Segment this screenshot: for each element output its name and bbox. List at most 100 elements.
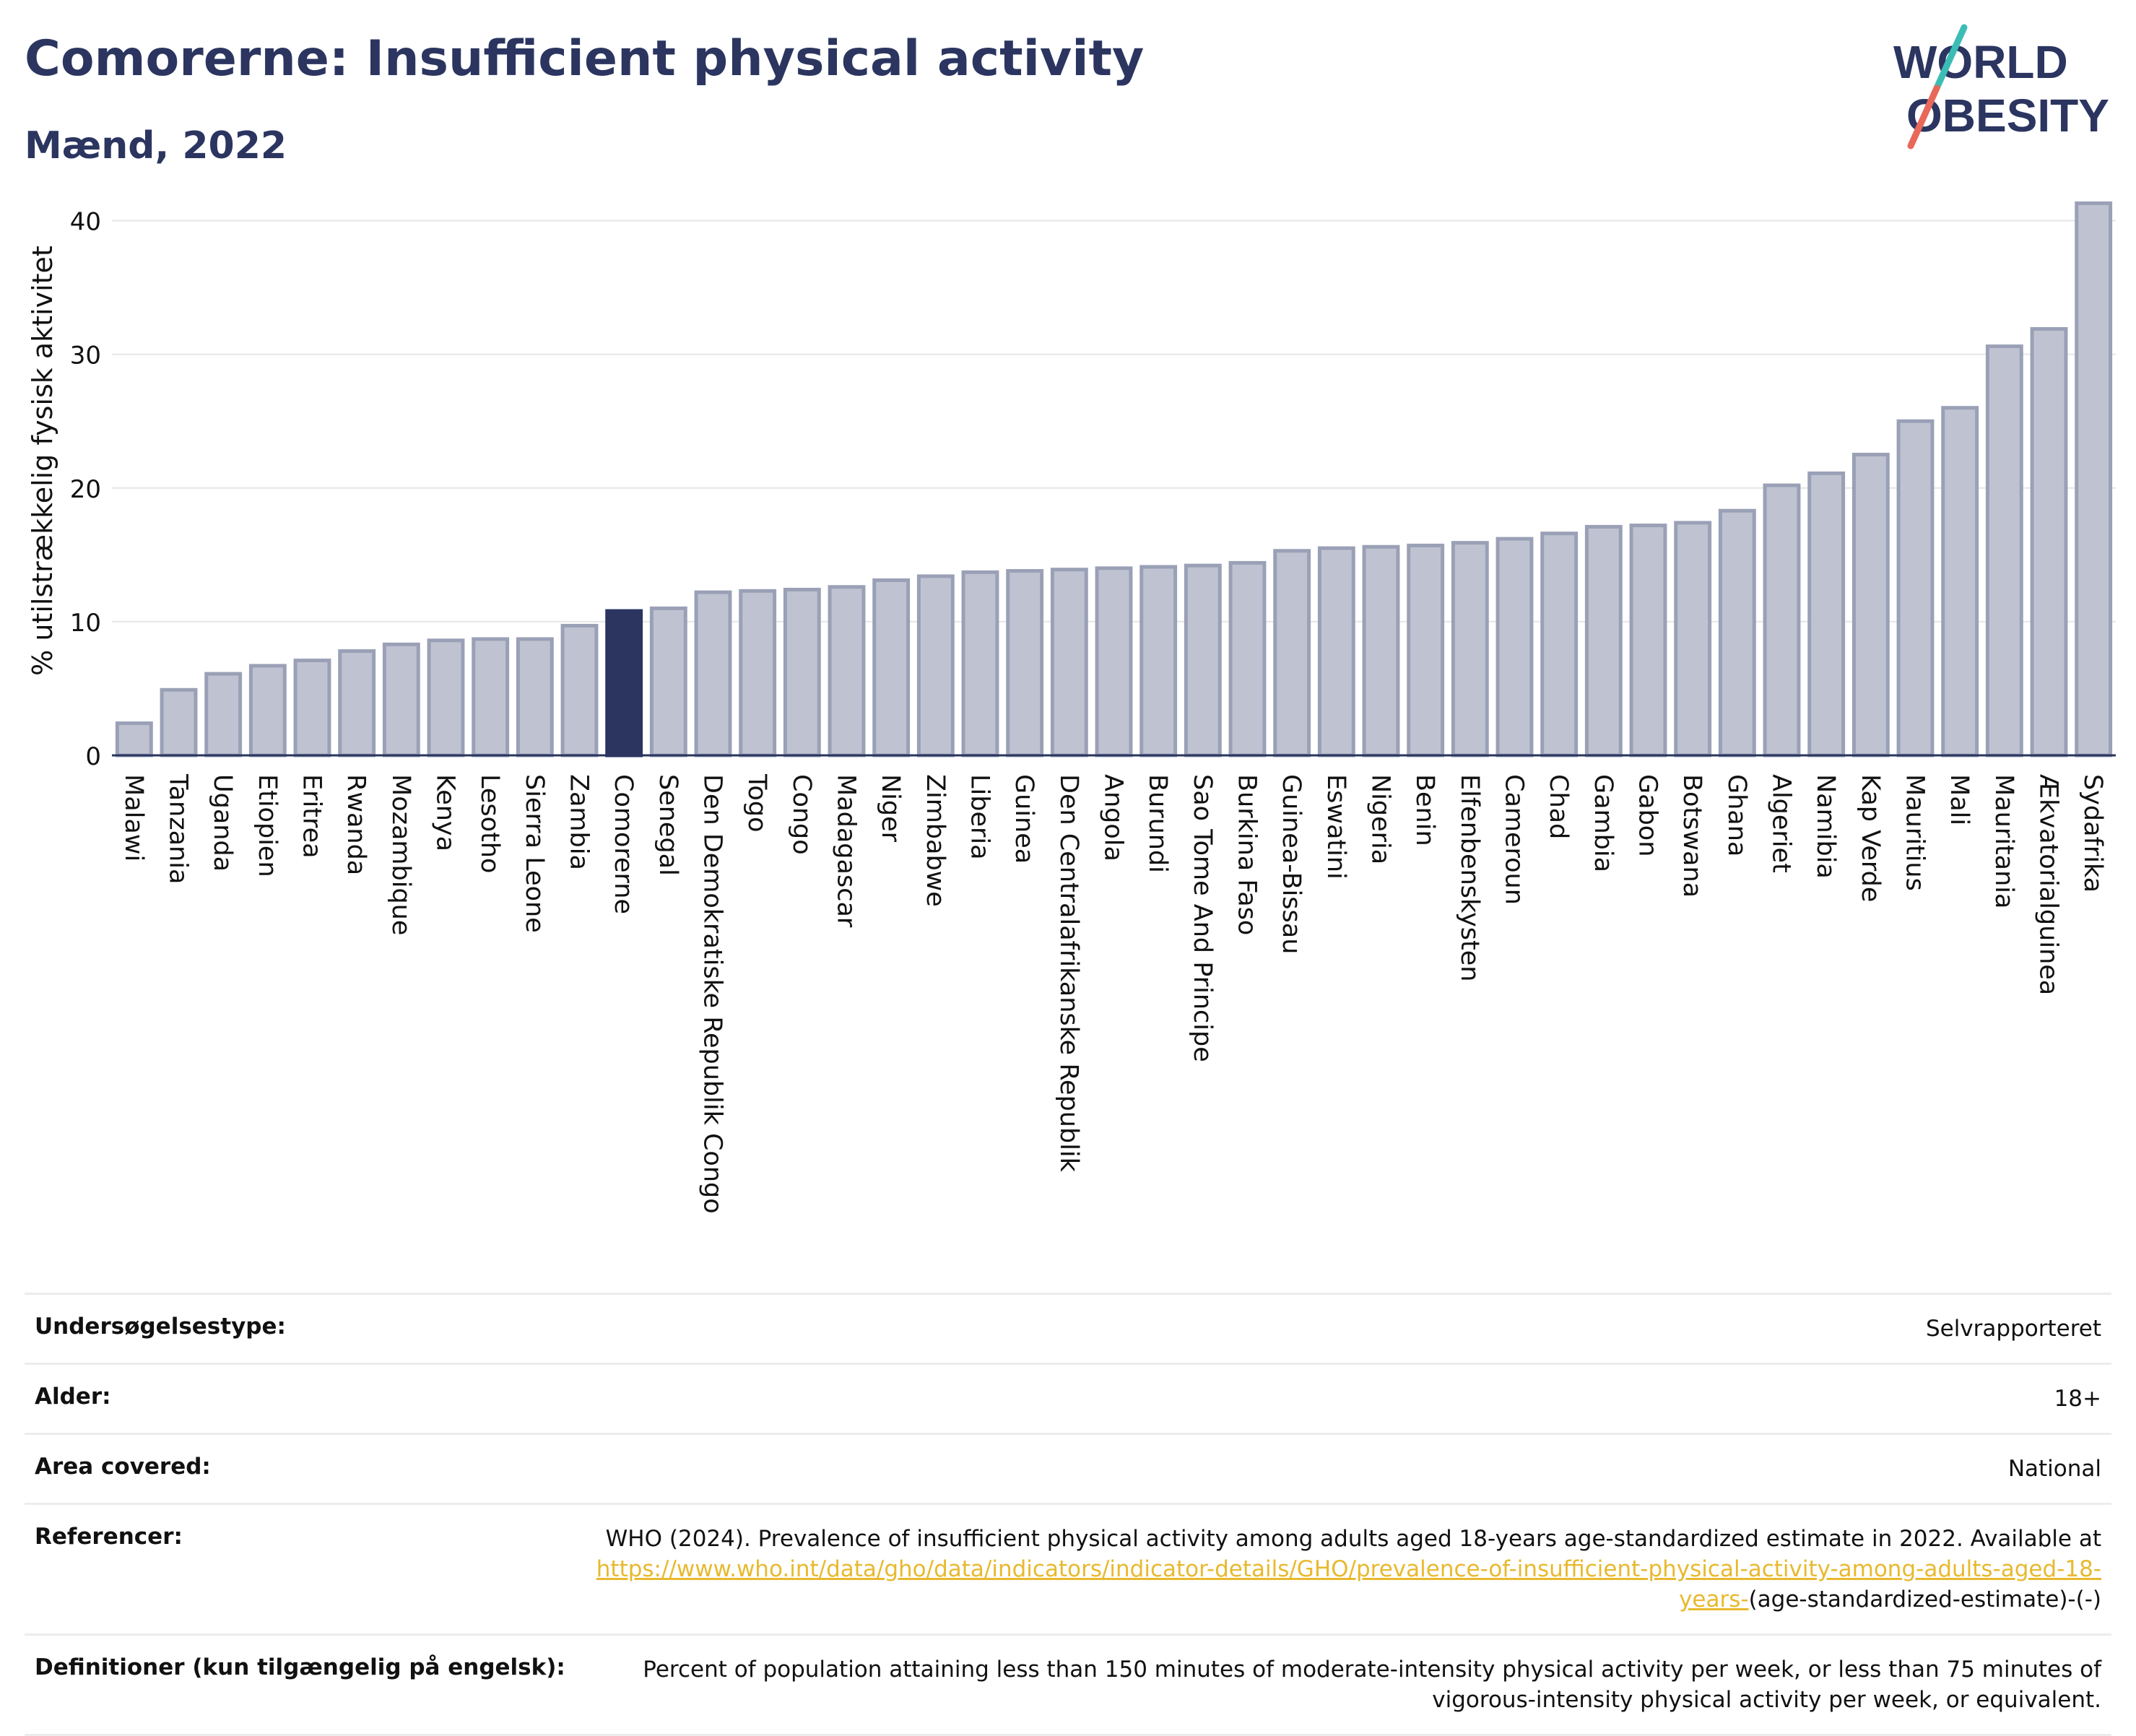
- x-tick-label-1: Tanzania: [164, 773, 193, 884]
- x-axis-labels: Malawi Tanzania Uganda Etiopien Eritrea Rwand…: [119, 773, 2107, 1214]
- y-tick-label-1: 10: [70, 609, 101, 638]
- bar-12: [649, 606, 687, 758]
- bar-2: [204, 672, 243, 758]
- x-tick-label-21: Den Centralafrikanske Republik: [1054, 774, 1083, 1173]
- x-tick-label-33: Gambia: [1589, 774, 1618, 872]
- logo-slash-teal: [1933, 24, 1968, 92]
- bar-43: [2030, 326, 2068, 758]
- bar-23: [1139, 565, 1178, 758]
- x-tick-label-11: Comorerne: [609, 774, 638, 914]
- definitions-label: Definitioner (kun tilgængelig på engelsk…: [25, 1633, 579, 1736]
- bar-36: [1718, 508, 1756, 758]
- bar-28: [1362, 544, 1400, 758]
- x-tick-label-0: Malawi: [119, 774, 148, 862]
- x-tick-label-17: Niger: [876, 774, 905, 843]
- x-tick-label-3: Etiopien: [253, 774, 282, 877]
- page-title: Comorerne: Insufficient physical activit…: [25, 30, 1145, 87]
- x-tick-label-28: Nigeria: [1366, 774, 1395, 864]
- world-obesity-logo: WORLD OBESITY: [1893, 24, 2109, 149]
- area-label: Area covered:: [25, 1433, 579, 1504]
- x-tick-label-22: Angola: [1099, 774, 1128, 862]
- x-tick-label-19: Liberia: [965, 774, 994, 860]
- info-row-age: Alder: 18+: [25, 1363, 2111, 1434]
- bar-19: [961, 570, 999, 758]
- x-tick-label-39: Kap Verde: [1856, 774, 1885, 902]
- y-tick-label-4: 40: [70, 208, 101, 237]
- bar-35: [1674, 521, 1712, 758]
- info-table: Undersøgelsestype: Selvrapporteret Alder…: [25, 1293, 2111, 1736]
- bar-27: [1317, 546, 1355, 758]
- bar-22: [1095, 566, 1133, 758]
- logo-slash-red: [1907, 84, 1940, 149]
- bar-33: [1584, 524, 1623, 758]
- x-tick-label-20: Guinea: [1010, 774, 1038, 864]
- x-tick-label-23: Burundi: [1143, 774, 1172, 873]
- x-tick-label-12: Senegal: [654, 774, 682, 876]
- age-value: 18+: [579, 1363, 2111, 1434]
- info-row-definitions: Definitioner (kun tilgængelig på engelsk…: [25, 1633, 2111, 1736]
- x-tick-label-8: Lesotho: [475, 774, 504, 873]
- area-value: National: [579, 1433, 2111, 1504]
- bar-11: [605, 609, 643, 758]
- x-tick-label-44: Sydafrika: [2078, 774, 2107, 893]
- definitions-value: Percent of population attaining less tha…: [579, 1633, 2111, 1736]
- x-tick-label-30: Elfenbenskysten: [1455, 774, 1484, 981]
- x-tick-label-5: Rwanda: [342, 774, 370, 875]
- bar-25: [1228, 560, 1267, 758]
- bar-13: [694, 590, 732, 758]
- bar-34: [1629, 524, 1667, 758]
- info-row-area: Area covered: National: [25, 1433, 2111, 1504]
- bar-31: [1495, 537, 1534, 758]
- bar-15: [783, 587, 821, 758]
- chart-bars: [115, 201, 2113, 758]
- bar-14: [739, 589, 777, 758]
- x-tick-label-15: Congo: [787, 774, 816, 855]
- y-axis-ticks: 0 10 20 30 40: [70, 208, 101, 771]
- x-tick-label-35: Botswana: [1677, 774, 1706, 898]
- x-tick-label-37: Algeriet: [1767, 774, 1796, 873]
- x-tick-label-26: Guinea-Bissau: [1277, 774, 1306, 954]
- page-subtitle: Mænd, 2022: [25, 124, 287, 168]
- references-label: Referencer:: [25, 1503, 579, 1635]
- x-tick-label-38: Namibia: [1811, 774, 1840, 879]
- bar-4: [293, 659, 331, 758]
- logo-line-2: OBESITY: [1906, 90, 2109, 142]
- x-tick-label-18: Zimbabwe: [921, 774, 950, 907]
- bar-3: [248, 664, 287, 758]
- x-tick-label-10: Zambia: [565, 774, 594, 870]
- y-tick-label-3: 30: [70, 342, 101, 370]
- x-tick-label-34: Gabon: [1633, 774, 1662, 856]
- bar-42: [1985, 344, 2023, 758]
- bar-10: [560, 623, 599, 758]
- x-tick-label-41: Mali: [1945, 774, 1974, 825]
- references-value: WHO (2024). Prevalence of insufficient p…: [579, 1503, 2111, 1635]
- x-tick-label-43: Ækvatorialguinea: [2034, 774, 2063, 995]
- x-tick-label-16: Madagascar: [832, 774, 861, 928]
- x-tick-label-42: Mauritania: [1989, 774, 2018, 908]
- bar-18: [916, 574, 955, 758]
- x-tick-label-13: Den Demokratiske Republik Congo: [698, 774, 727, 1214]
- bar-1: [160, 687, 198, 758]
- bar-29: [1407, 543, 1445, 758]
- age-label: Alder:: [25, 1363, 579, 1434]
- bar-21: [1050, 568, 1088, 758]
- y-axis-label: % utilstrækkelig fysisk aktivitet: [27, 246, 58, 676]
- bar-37: [1763, 483, 1801, 758]
- logo-line-1: WORLD: [1893, 36, 2068, 88]
- bar-38: [1807, 471, 1846, 758]
- bar-17: [872, 578, 911, 758]
- bar-41: [1941, 406, 1979, 758]
- bar-40: [1896, 419, 1935, 758]
- survey-type-value: Selvrapporteret: [579, 1293, 2111, 1364]
- x-tick-label-7: Kenya: [431, 774, 460, 851]
- info-row-references: Referencer: WHO (2024). Prevalence of in…: [25, 1503, 2111, 1635]
- bar-32: [1540, 531, 1579, 758]
- bar-8: [472, 637, 510, 758]
- bar-20: [1006, 569, 1044, 758]
- bar-chart: 0 10 20 30 40 Malawi Tanzania Uganda Etiopien Er…: [27, 201, 2116, 1214]
- references-link[interactable]: https://www.who.int/data/gho/data/indica…: [596, 1556, 2101, 1613]
- x-tick-label-14: Togo: [742, 773, 771, 832]
- x-tick-label-27: Eswatini: [1321, 774, 1350, 880]
- bar-5: [338, 649, 376, 758]
- references-suffix: (age-standardized-estimate)-(-): [1748, 1587, 2101, 1613]
